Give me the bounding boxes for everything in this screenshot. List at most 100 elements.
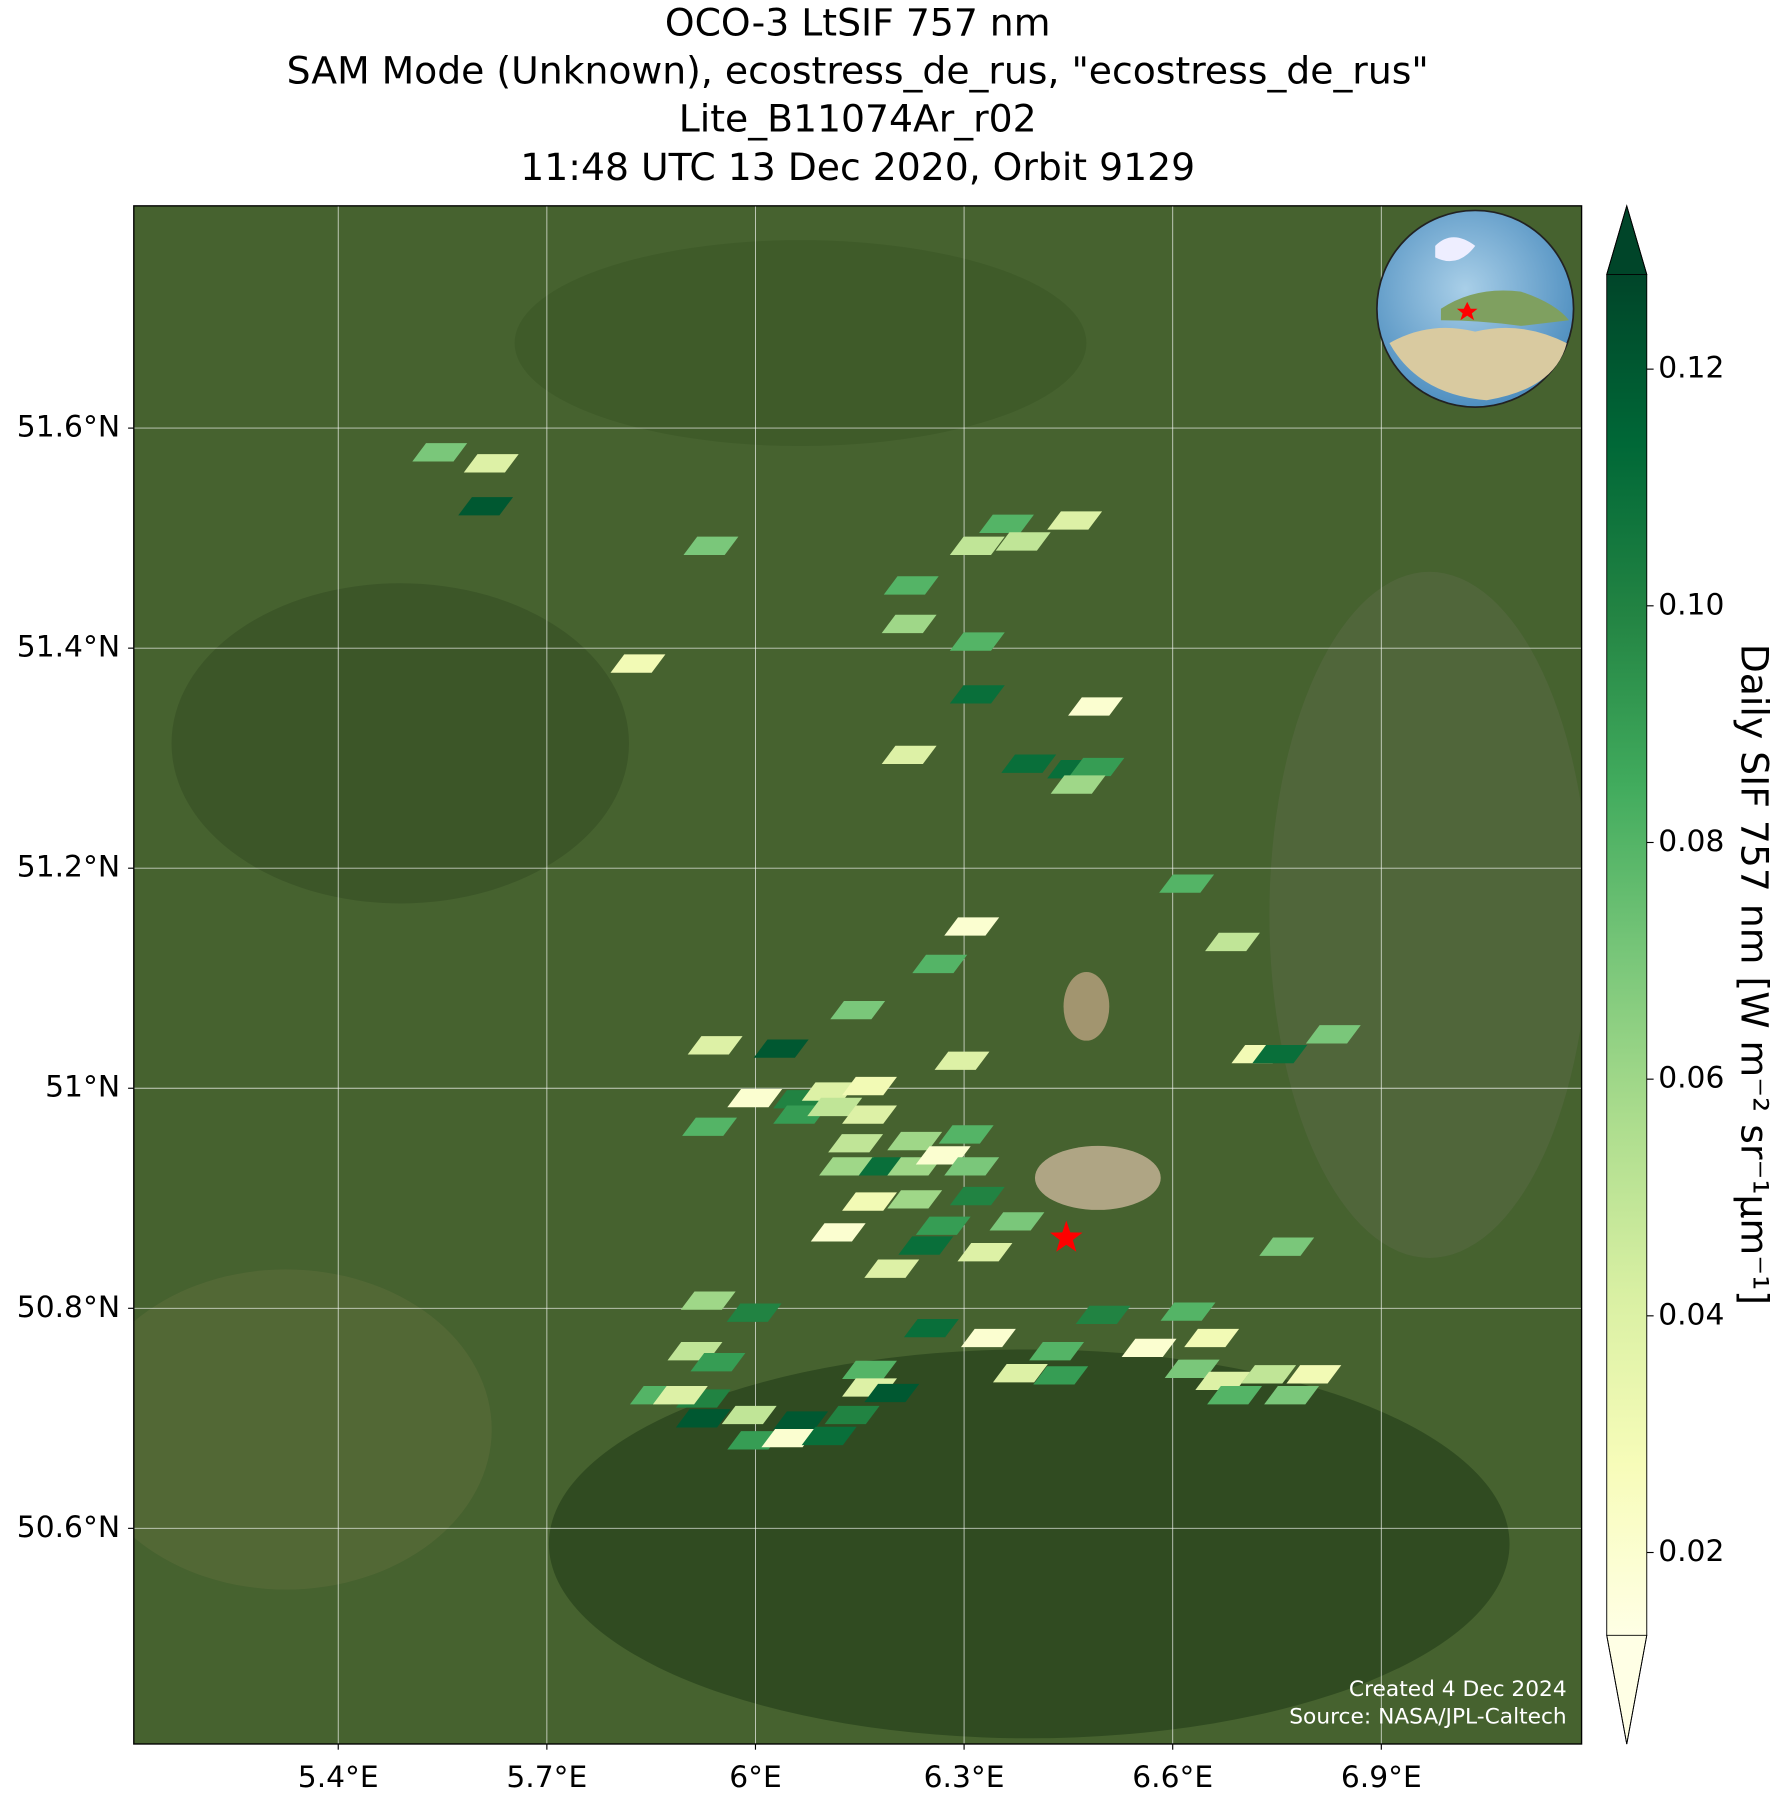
y-tick-label: 51.6°N — [17, 410, 120, 445]
sounding — [992, 1364, 1048, 1383]
credit: Created 4 Dec 2024 — [1349, 1677, 1567, 1702]
sounding — [1029, 1342, 1085, 1361]
sounding — [881, 614, 937, 634]
sounding — [819, 1157, 875, 1176]
colorbar — [1606, 274, 1647, 1636]
colorbar-tick-label: 0.02 — [1658, 1534, 1724, 1569]
sounding — [842, 1360, 897, 1380]
sounding — [1241, 1365, 1297, 1384]
x-tick-label: 5.4°E — [298, 1760, 379, 1795]
sounding — [828, 1134, 884, 1153]
sounding — [887, 1190, 943, 1209]
sounding — [944, 917, 1000, 936]
sounding — [949, 536, 1005, 555]
sounding — [727, 1088, 783, 1108]
sounding — [830, 1000, 886, 1020]
colorbar-extend-max — [1606, 204, 1648, 275]
sounding — [949, 632, 1005, 651]
chart-title: Lite_B11074Ar_r02 — [679, 97, 1037, 141]
data-layer — [133, 205, 1582, 1744]
sounding — [652, 1386, 708, 1405]
sounding — [1050, 775, 1106, 794]
sounding — [1068, 697, 1123, 716]
colorbar-tick-label: 0.08 — [1658, 824, 1724, 859]
sounding — [949, 685, 1005, 704]
sounding — [979, 514, 1034, 533]
sounding — [1160, 1302, 1216, 1321]
plot-frame — [133, 205, 1583, 1745]
imagery — [133, 205, 1582, 1744]
sounding — [412, 443, 468, 462]
sounding — [810, 1223, 866, 1242]
sounding — [898, 1236, 954, 1255]
sounding — [1205, 932, 1260, 952]
colorbar-tick-label: 0.04 — [1658, 1297, 1724, 1332]
globe-inset — [1376, 209, 1575, 408]
sounding — [1069, 757, 1125, 777]
grid — [133, 205, 1582, 1744]
sounding — [675, 1409, 731, 1428]
sounding — [610, 654, 666, 673]
sounding — [801, 1426, 857, 1446]
sounding — [807, 1097, 863, 1117]
sounding — [887, 1131, 943, 1151]
sounding — [842, 1105, 897, 1124]
sounding — [1305, 1025, 1361, 1044]
sounding — [1252, 1044, 1308, 1064]
x-tick-label: 6.9°E — [1341, 1760, 1422, 1795]
sounding — [687, 1036, 743, 1055]
x-tick-label: 5.7°E — [506, 1760, 587, 1795]
target-marker — [1050, 1220, 1083, 1252]
sounding — [1195, 1371, 1251, 1391]
colorbar-tick-label: 0.06 — [1658, 1061, 1724, 1096]
sounding — [960, 1328, 1016, 1348]
x-tick-label: 6.3°E — [924, 1760, 1005, 1795]
sounding — [680, 1291, 736, 1310]
sounding — [682, 1117, 738, 1136]
sounding — [938, 1125, 994, 1144]
sounding — [915, 1216, 971, 1235]
sounding — [1121, 1338, 1177, 1358]
sounding — [753, 1039, 809, 1058]
sounding — [824, 1405, 880, 1425]
sounding — [683, 536, 739, 555]
chart-title: SAM Mode (Unknown), ecostress_de_rus, "e… — [287, 49, 1429, 93]
sounding — [1033, 1366, 1089, 1385]
sounding — [903, 1318, 959, 1338]
sounding — [1047, 511, 1103, 530]
colorbar-tick-label: 0.12 — [1658, 351, 1724, 386]
sounding — [995, 532, 1051, 551]
sounding — [801, 1082, 857, 1101]
sounding — [864, 1259, 920, 1278]
sounding — [761, 1428, 817, 1448]
sounding — [883, 576, 939, 595]
sounding — [1207, 1386, 1263, 1405]
sounding — [842, 1076, 897, 1096]
sounding — [1286, 1365, 1342, 1384]
colorbar-frame — [1606, 204, 1648, 1745]
sounding — [458, 497, 514, 516]
sounding — [1259, 1237, 1315, 1256]
y-tick-label: 51°N — [45, 1070, 120, 1105]
credit: Source: NASA/JPL-Caltech — [1289, 1705, 1566, 1730]
sounding — [726, 1303, 782, 1322]
colorbar-tick-label: 0.10 — [1658, 587, 1724, 622]
sounding — [1184, 1328, 1240, 1348]
sounding — [1159, 874, 1215, 893]
sounding — [773, 1411, 829, 1430]
sounding — [912, 954, 968, 974]
sounding — [1164, 1359, 1220, 1378]
colorbar-label: Daily SIF 757 nm [W m⁻² sr⁻¹µm⁻¹] — [1732, 644, 1776, 1305]
chart-title: 11:48 UTC 13 Dec 2020, Orbit 9129 — [520, 145, 1195, 189]
sounding — [864, 1383, 920, 1403]
y-tick-label: 51.4°N — [17, 630, 120, 665]
sounding — [690, 1353, 746, 1372]
sounding — [944, 1157, 1000, 1176]
sounding — [1264, 1386, 1320, 1405]
y-tick-label: 51.2°N — [17, 850, 120, 885]
sounding — [989, 1212, 1045, 1231]
sounding — [881, 745, 937, 765]
sounding — [842, 1192, 897, 1211]
x-tick-label: 6°E — [729, 1760, 782, 1795]
